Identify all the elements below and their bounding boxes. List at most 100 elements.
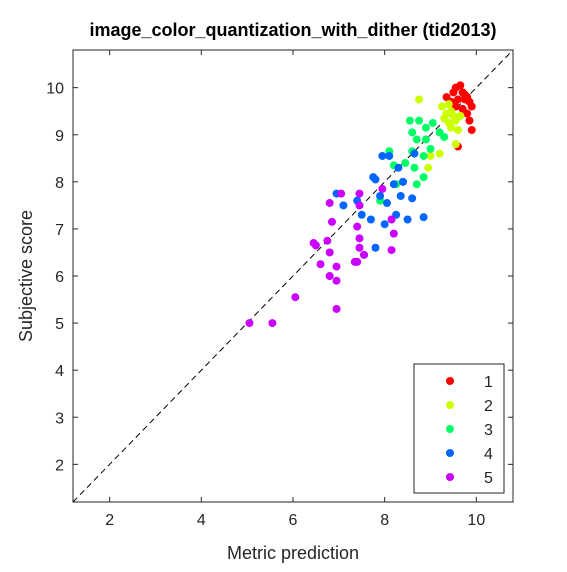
x-tick-label: 4: [197, 512, 206, 529]
legend-marker-2: [446, 401, 454, 409]
data-point-series-2: [426, 151, 435, 160]
data-point-series-5: [378, 184, 387, 193]
data-point-series-4: [382, 199, 391, 208]
data-point-series-3: [419, 173, 428, 182]
data-point-series-1: [454, 95, 462, 104]
data-point-series-3: [421, 135, 430, 144]
data-point-series-3: [405, 116, 414, 125]
data-point-series-5: [387, 246, 396, 255]
data-point-series-2: [424, 163, 433, 172]
legend-box: [413, 363, 505, 494]
x-tick-label: 6: [289, 512, 298, 529]
legend-marker-1: [446, 377, 454, 385]
data-point-series-2: [454, 126, 462, 135]
data-point-series-1: [456, 81, 465, 90]
legend-label-4: 4: [484, 446, 493, 463]
data-point-series-5: [337, 189, 346, 198]
y-tick-label: 5: [55, 316, 64, 333]
data-point-series-5: [309, 239, 318, 248]
data-point-series-1: [467, 126, 476, 135]
y-tick-label: 8: [55, 175, 64, 192]
x-tick-label: 10: [467, 512, 485, 529]
data-point-series-5: [355, 201, 364, 210]
data-point-series-1: [460, 90, 469, 99]
data-point-series-3: [412, 180, 421, 189]
data-point-series-4: [385, 151, 394, 160]
data-point-series-4: [339, 201, 348, 210]
data-point-series-4: [399, 177, 407, 186]
data-point-series-1: [467, 102, 476, 111]
data-point-series-4: [366, 215, 375, 224]
data-point-series-3: [428, 118, 437, 127]
y-tick-label: 7: [55, 222, 64, 239]
x-tick-label: 8: [380, 512, 389, 529]
data-point-series-2: [415, 95, 424, 104]
data-point-series-5: [355, 234, 364, 243]
data-point-series-1: [463, 109, 472, 118]
data-point-series-3: [426, 144, 435, 153]
legend: 1 2 3 4 5: [413, 363, 505, 494]
legend-marker-5: [446, 473, 454, 481]
y-tick-label: 10: [46, 81, 64, 98]
data-point-series-1: [465, 116, 474, 125]
data-point-series-4: [357, 210, 366, 219]
x-axis-label: Metric prediction: [227, 543, 359, 563]
data-point-series-3: [421, 123, 430, 132]
data-point-series-3: [401, 159, 410, 167]
y-axis-label: Subjective score: [16, 210, 36, 342]
data-point-series-5: [325, 248, 334, 257]
data-point-series-4: [378, 151, 387, 160]
data-point-series-2: [456, 111, 465, 120]
data-point-series-4: [371, 243, 380, 252]
data-point-series-5: [291, 293, 300, 302]
legend-label-5: 5: [484, 470, 493, 487]
data-point-series-5: [325, 272, 334, 280]
legend-marker-3: [446, 425, 454, 433]
y-tick-label: 4: [55, 363, 64, 380]
data-point-series-3: [419, 151, 428, 160]
data-point-series-5: [360, 250, 369, 259]
data-point-series-4: [376, 191, 385, 200]
chart-title: image_color_quantization_with_dither (ti…: [89, 20, 496, 40]
identity-reference-line: [72, 49, 514, 503]
data-point-series-5: [355, 189, 364, 198]
legend-label-2: 2: [484, 398, 493, 415]
data-point-series-4: [369, 173, 378, 182]
data-point-series-5: [387, 215, 396, 224]
data-point-series-5: [350, 257, 359, 266]
data-point-series-4: [380, 220, 389, 229]
data-point-series-3: [412, 135, 421, 144]
data-point-series-2: [437, 102, 446, 111]
data-point-series-2: [435, 149, 444, 158]
data-point-series-5: [355, 243, 364, 252]
y-tick-label: 2: [55, 457, 64, 474]
data-point-series-5: [332, 276, 341, 285]
data-point-series-4: [389, 180, 398, 189]
legend-label-1: 1: [484, 374, 493, 391]
data-point-series-5: [389, 229, 398, 238]
data-point-series-5: [332, 262, 341, 271]
y-tick-label: 9: [55, 128, 64, 145]
data-point-series-5: [325, 199, 334, 208]
x-tick-label: 2: [105, 512, 114, 529]
data-point-series-2: [444, 100, 453, 109]
data-point-series-2: [442, 109, 451, 118]
data-point-series-5: [327, 217, 336, 226]
legend-label-3: 3: [484, 422, 493, 439]
y-tick-label: 3: [55, 410, 64, 427]
data-point-series-5: [353, 222, 362, 231]
data-point-series-5: [245, 319, 254, 328]
data-point-series-2: [447, 123, 456, 132]
data-point-series-5: [332, 304, 341, 313]
legend-marker-4: [446, 449, 454, 457]
data-point-series-4: [403, 215, 412, 224]
data-point-series-4: [410, 149, 419, 158]
data-point-series-3: [440, 133, 449, 142]
data-point-series-5: [323, 236, 332, 245]
data-point-series-5: [316, 260, 325, 269]
data-point-series-4: [394, 163, 403, 172]
data-point-series-5: [268, 319, 277, 328]
data-point-series-4: [419, 213, 428, 222]
